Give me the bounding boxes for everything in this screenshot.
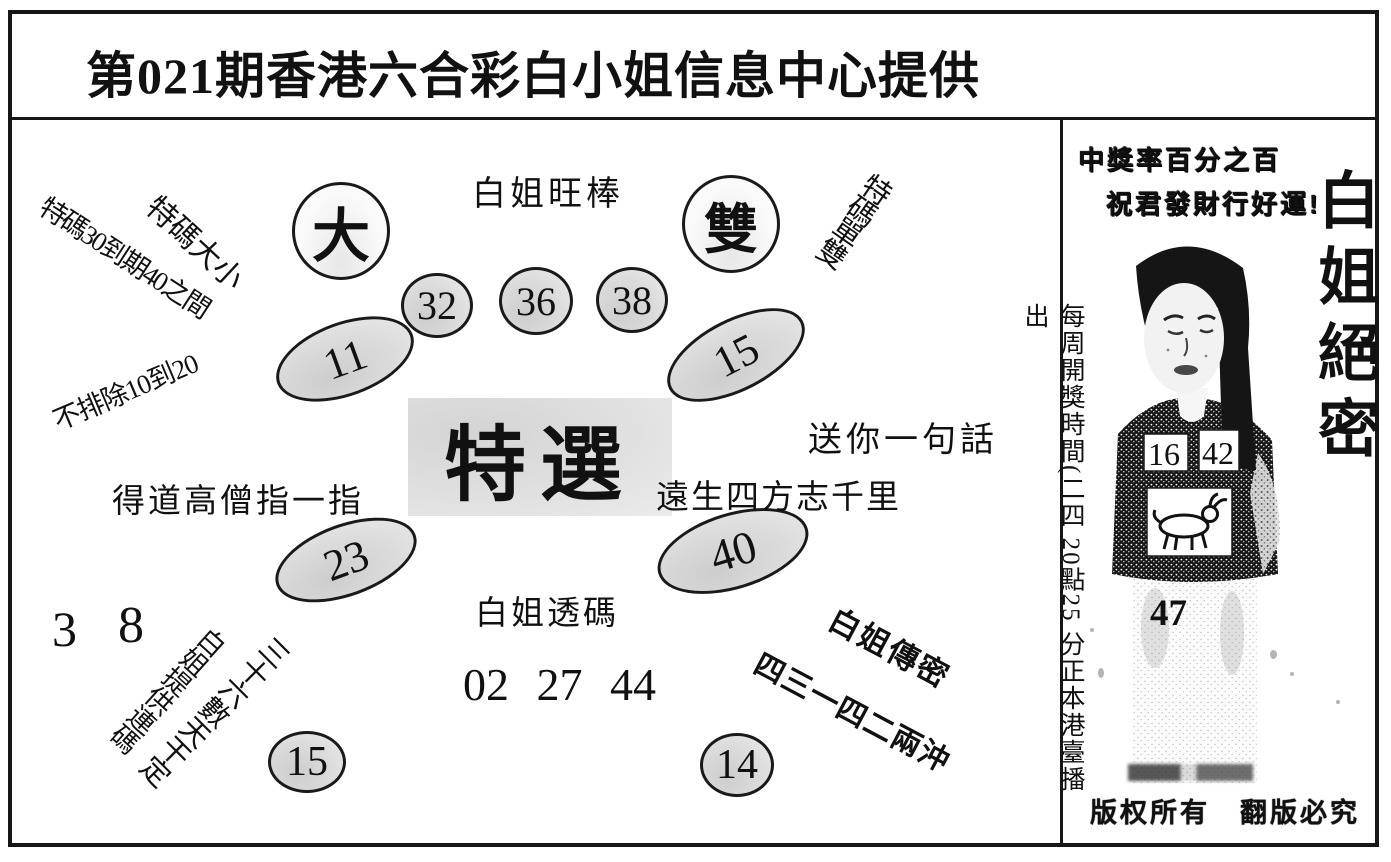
ellipse-40-label: 40 (703, 519, 763, 583)
draw-schedule: 每周開獎時間(二四 20點25 分正本港臺播出 (1021, 303, 1084, 793)
sidebar-number-47: 47 (1150, 593, 1187, 634)
sidebar-divider (1060, 120, 1063, 847)
scan-speck (1290, 672, 1294, 676)
loose-number-8: 8 (118, 597, 144, 654)
circle-double: 雙 (682, 175, 780, 273)
sidebar-vertical-title: 白姐絕密 (1308, 168, 1376, 472)
ball-14-bottom: 14 (700, 733, 774, 797)
copyright-notice: 版权所有 翻版必究 (1090, 798, 1360, 828)
ball-32: 32 (401, 273, 473, 338)
goat-icon (1152, 492, 1228, 551)
scan-speck (1336, 700, 1340, 704)
photo-arm (1250, 453, 1280, 574)
photo-number-42: 42 (1202, 435, 1234, 471)
scan-speck (1098, 668, 1104, 678)
center-pick-band: 特選 (408, 398, 672, 516)
sidebar-slogan-wish: 祝君發財行好運! (1106, 189, 1321, 219)
circle-double-label: 雙 (704, 199, 758, 260)
ball-15-bottom: 15 (268, 731, 346, 793)
slogan-top: 白姐旺棒 (472, 176, 624, 213)
scan-smudge (1128, 764, 1253, 781)
phrase-travel: 遠生四方志千里 (656, 480, 901, 516)
ball-32-label: 32 (417, 283, 457, 328)
outer-border (8, 10, 1379, 847)
ball-38-label: 38 (612, 277, 652, 323)
ellipse-15-label: 15 (705, 323, 767, 387)
ball-14-bottom-label: 14 (716, 742, 758, 788)
reveal-numbers: 02 27 44 (463, 659, 656, 710)
ball-38: 38 (596, 267, 668, 333)
slogan-reveal: 白姐透碼 (475, 596, 619, 632)
center-pick-label: 特選 (443, 419, 636, 511)
scan-speck (1270, 650, 1277, 659)
bai-lady-photo: 16 42 (1112, 246, 1280, 783)
photo-neck (1176, 388, 1208, 422)
ball-36-label: 36 (516, 278, 556, 324)
circle-big: 大 (292, 182, 390, 280)
phrase-monk: 得道高僧指一指 (112, 484, 364, 520)
photo-face (1144, 283, 1224, 393)
page-title: 第021期香港六合彩白小姐信息中心提供 (86, 48, 980, 104)
ball-15-bottom-label: 15 (286, 739, 328, 785)
photo-lower-body (1132, 568, 1257, 783)
photo-number-box-42 (1198, 429, 1240, 472)
ball-36: 36 (499, 267, 573, 335)
scan-speck (1090, 628, 1094, 632)
sidebar-slogan-rate: 中獎率百分之百 (1078, 145, 1282, 175)
photo-number-16: 16 (1148, 436, 1180, 472)
ellipse-23-label: 23 (316, 529, 376, 591)
ellipse-11-label: 11 (316, 328, 374, 390)
loose-number-3: 3 (52, 601, 77, 657)
photo-number-box-16 (1143, 433, 1189, 472)
phrase-gift: 送你一句話 (808, 422, 998, 459)
header-divider (8, 117, 1379, 120)
circle-big-label: 大 (311, 204, 370, 269)
